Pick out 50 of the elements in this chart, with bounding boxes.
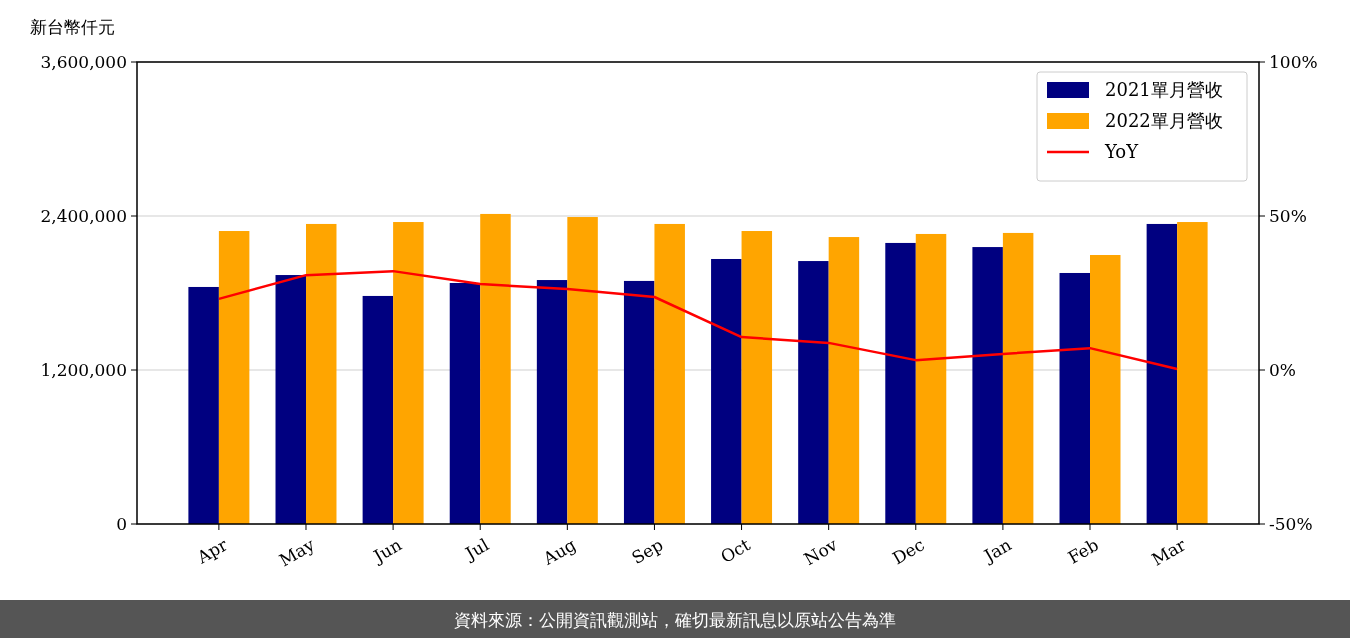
bar <box>1177 222 1208 524</box>
y2-tick-label: 50% <box>1269 205 1307 226</box>
bar <box>188 286 219 524</box>
bar <box>362 295 394 524</box>
bar <box>449 282 481 524</box>
x-tick-label: Mar <box>1148 534 1190 570</box>
x-tick-label: Oct <box>717 534 754 567</box>
bar <box>885 242 916 524</box>
bar <box>972 247 1003 524</box>
x-tick-label: Apr <box>192 534 232 568</box>
bar <box>480 213 511 524</box>
bar <box>1146 223 1178 524</box>
x-tick-label: Jan <box>978 534 1015 567</box>
bar <box>275 275 306 524</box>
y2-tick-label: 0% <box>1269 359 1296 380</box>
bar <box>828 237 860 524</box>
x-tick-label: Aug <box>538 534 580 570</box>
bar <box>306 223 337 524</box>
x-tick-label: Feb <box>1064 534 1103 568</box>
line-series <box>217 269 1179 371</box>
y-tick-label: 2,400,000 <box>40 205 127 226</box>
bar <box>536 280 568 524</box>
x-tick-label: Nov <box>800 534 841 570</box>
bar <box>218 231 250 524</box>
x-tick-label: Sep <box>628 534 667 569</box>
bar <box>798 261 829 524</box>
x-tick-label: Dec <box>888 534 928 569</box>
y-tick-label: 1,200,000 <box>40 359 127 380</box>
source-note: 資料來源：公開資訊觀測站，確切最新訊息以原站公告為準 <box>454 609 896 630</box>
legend-label: 2022單月營收 <box>1105 110 1223 132</box>
y-tick-label: 3,600,000 <box>40 51 127 72</box>
legend-label: YoY <box>1104 141 1140 163</box>
y-tick-label: 0 <box>116 513 127 534</box>
bar <box>393 222 424 524</box>
y2-tick-label: 100% <box>1269 51 1318 72</box>
x-tick-label: May <box>275 534 319 571</box>
bar <box>711 258 742 524</box>
bar <box>654 223 685 524</box>
bar <box>623 280 655 524</box>
bar <box>1059 272 1090 524</box>
bar <box>1090 255 1121 524</box>
y2-tick-label: -50% <box>1269 513 1313 534</box>
bar <box>1002 232 1034 524</box>
bar <box>741 231 773 524</box>
x-tick-label: Jul <box>460 534 493 565</box>
bar <box>915 233 947 524</box>
bar <box>567 217 598 524</box>
x-tick-label: Jun <box>368 534 406 568</box>
legend-label: 2021單月營收 <box>1105 79 1223 101</box>
y-axis-title: 新台幣仟元 <box>30 17 115 37</box>
